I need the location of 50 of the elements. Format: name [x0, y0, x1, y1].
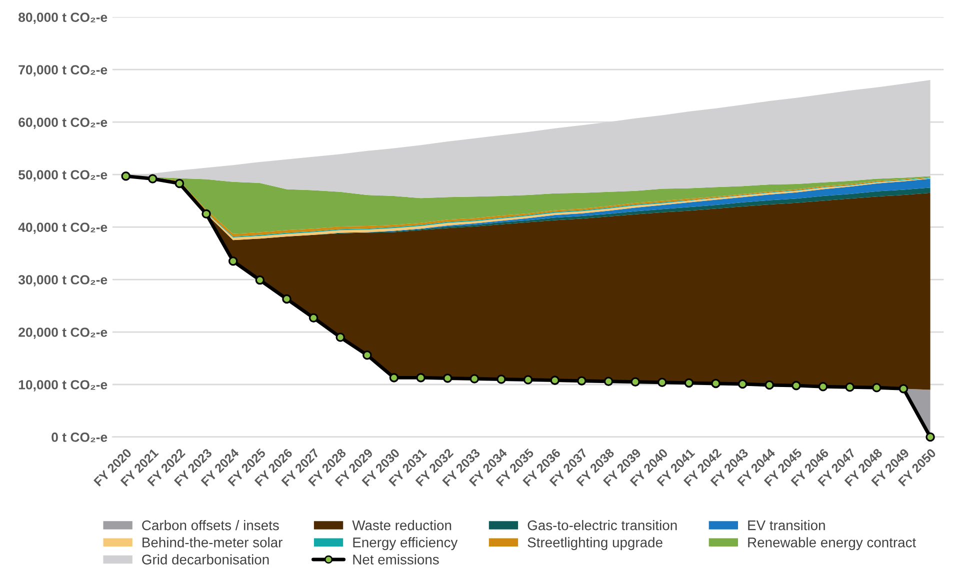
- y-tick-label: 70,000 t CO₂-e: [18, 65, 108, 76]
- point: [228, 256, 238, 266]
- point: [550, 376, 560, 385]
- point: [148, 174, 158, 184]
- y-tick-label: 30,000 t CO₂-e: [18, 275, 108, 286]
- point: [818, 382, 828, 392]
- point: [416, 373, 426, 382]
- point: [630, 377, 640, 387]
- point: [845, 382, 854, 392]
- point: [523, 375, 533, 384]
- point: [336, 332, 346, 342]
- y-tick-label: 60,000 t CO₂-e: [18, 118, 108, 129]
- point: [442, 374, 452, 383]
- y-tick-label: 0 t CO₂-e: [52, 432, 108, 442]
- point: [658, 378, 667, 388]
- point: [121, 171, 130, 181]
- legend-label: Waste reduction: [352, 520, 452, 530]
- point: [308, 313, 318, 322]
- legend-label: Behind-the-meter solar: [142, 537, 282, 548]
- point: [496, 374, 506, 384]
- point: [202, 209, 211, 219]
- point: [362, 350, 372, 360]
- point: [764, 380, 774, 390]
- legend-label: EV transition: [748, 520, 825, 530]
- y-tick-label: 40,000 t CO₂-e: [18, 222, 108, 234]
- y-tick-label: 10,000 t CO₂-e: [18, 380, 108, 392]
- point: [577, 376, 586, 386]
- point: [470, 374, 480, 384]
- point: [792, 380, 801, 390]
- legend-label: Grid decarbonisation: [142, 554, 269, 564]
- legend-label: Gas-to-electric transition: [528, 520, 677, 530]
- point: [926, 432, 935, 442]
- point: [389, 373, 399, 382]
- point: [174, 178, 184, 188]
- point: [604, 376, 614, 386]
- point: [872, 383, 882, 392]
- legend-label: Energy efficiency: [353, 537, 458, 550]
- point: [282, 294, 292, 304]
- legend-label: Net emissions: [353, 554, 439, 564]
- legend-label: Streetlighting upgrade: [528, 537, 662, 550]
- point: [711, 378, 720, 388]
- point: [255, 275, 265, 285]
- point: [898, 384, 908, 394]
- y-tick-label: 20,000 t CO₂-e: [18, 328, 108, 339]
- y-tick-label: 50,000 t CO₂-e: [18, 170, 108, 182]
- point: [684, 378, 694, 388]
- legend-label: Carbon offsets / insets: [142, 520, 279, 530]
- legend-label: Renewable energy contract: [748, 537, 916, 550]
- point: [738, 379, 748, 389]
- y-tick-label: 80,000 t CO₂-e: [18, 12, 108, 24]
